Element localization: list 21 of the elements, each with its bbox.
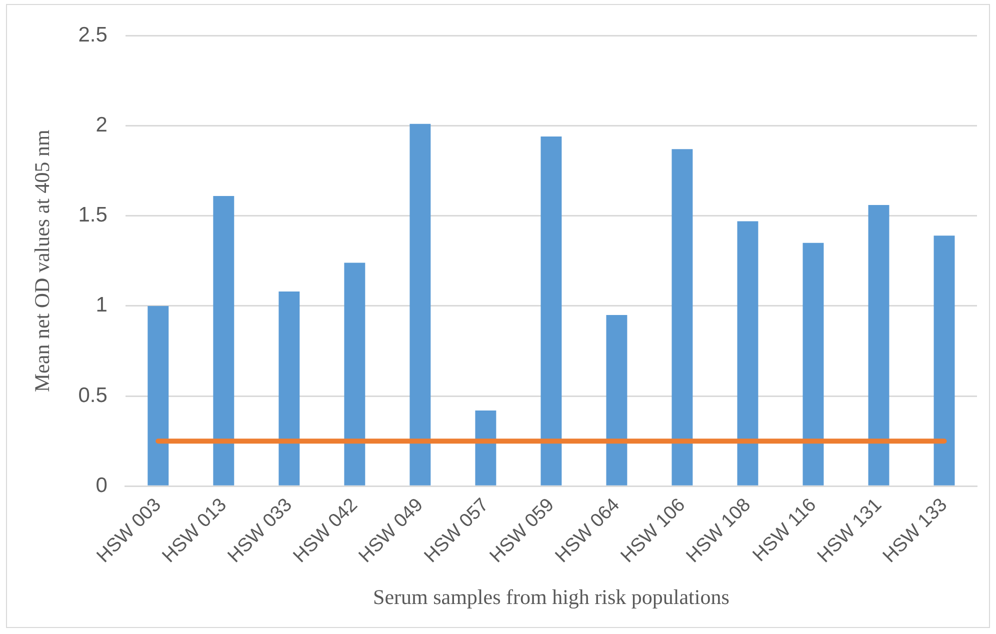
bar [672,149,693,486]
bar [737,221,758,486]
bar [802,242,824,486]
y-axis-title: Mean net OD values at 405 nm [30,130,54,392]
bar [475,410,496,486]
y-tick-label: 0 [96,474,108,497]
bar [606,314,628,486]
bar [540,136,562,486]
bar [344,262,366,486]
x-axis-title: Serum samples from high risk populations [373,584,730,609]
y-tick-label: 0.5 [78,384,108,407]
bar [934,236,955,486]
bar [868,205,890,486]
y-tick-label: 1 [96,294,108,317]
bar [278,292,300,486]
bar [213,196,234,486]
bar [410,124,431,486]
y-tick-label: 2.5 [78,23,108,46]
bar [148,306,169,486]
y-tick-label: 2 [96,114,108,137]
y-tick-label: 1.5 [78,204,108,227]
